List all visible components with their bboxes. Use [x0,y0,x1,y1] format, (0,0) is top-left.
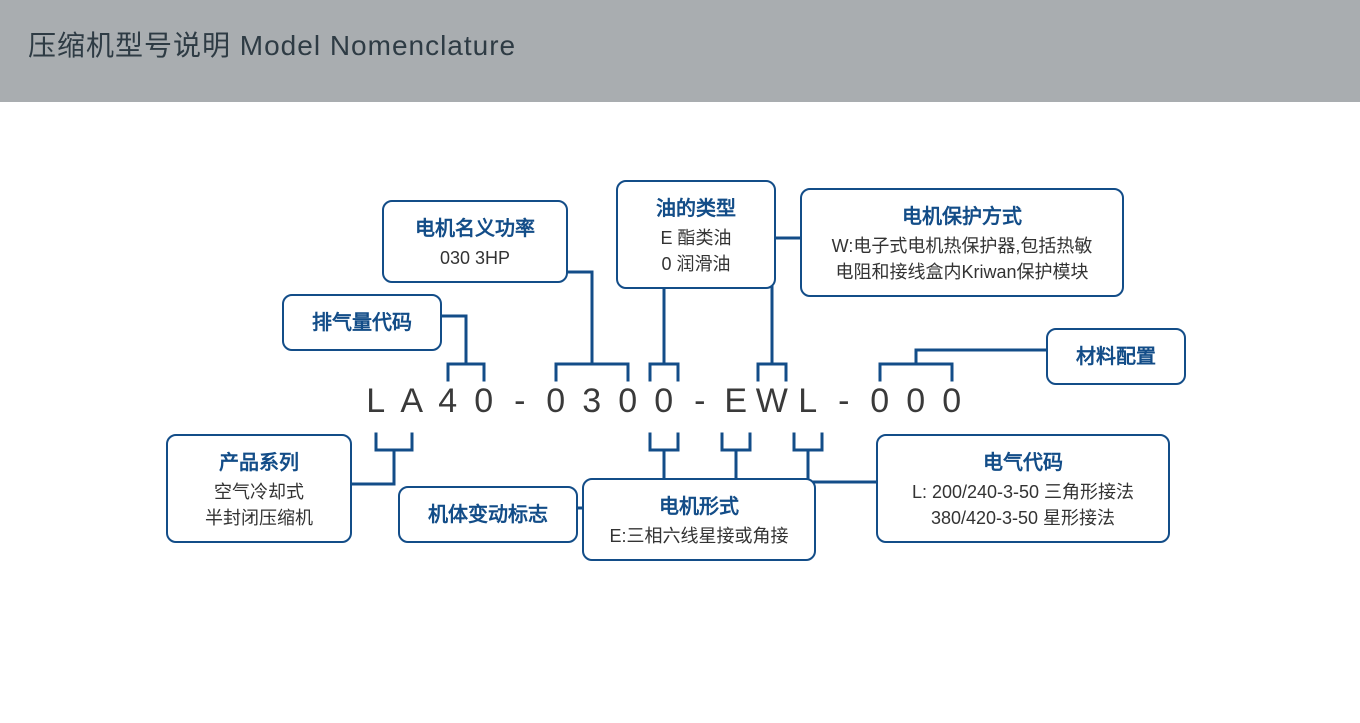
box-oil-type: 油的类型 E 酯类油 0 润滑油 [616,180,776,289]
box-body: 空气冷却式 半封闭压缩机 [184,479,334,531]
box-title: 材料配置 [1064,340,1168,369]
model-char-4: - [502,382,538,421]
model-char-8: 0 [646,382,682,421]
model-char-5: 0 [538,382,574,421]
box-body: L: 200/240-3-50 三角形接法 380/420-3-50 星形接法 [894,479,1152,531]
model-char-10: E [718,382,754,421]
model-char-15: 0 [898,382,934,421]
model-char-1: A [394,382,430,421]
model-char-3: 0 [466,382,502,421]
model-char-6: 3 [574,382,610,421]
model-char-13: - [826,382,862,421]
box-electrical-code: 电气代码 L: 200/240-3-50 三角形接法 380/420-3-50 星… [876,434,1170,543]
box-displacement-code: 排气量代码 [282,294,442,351]
box-body-variation: 机体变动标志 [398,486,578,543]
box-title: 电机名义功率 [400,212,550,241]
header-bar: 压缩机型号说明 Model Nomenclature [0,0,1360,102]
box-title: 排气量代码 [300,306,424,335]
nomenclature-diagram: LA40-0300-EWL-000 产品系列空气冷却式 半封闭压缩机排气量代码电… [0,102,1360,722]
box-motor-protection: 电机保护方式 W:电子式电机热保护器,包括热敏 电阻和接线盒内Kriwan保护模块 [800,188,1124,297]
box-title: 机体变动标志 [416,498,560,527]
box-product-series: 产品系列空气冷却式 半封闭压缩机 [166,434,352,543]
model-char-16: 0 [934,382,970,421]
box-title: 电机形式 [600,490,798,519]
box-material-config: 材料配置 [1046,328,1186,385]
box-nominal-power: 电机名义功率 030 3HP [382,200,568,283]
model-char-2: 4 [430,382,466,421]
box-body: 030 3HP [400,245,550,271]
model-char-11: W [754,382,790,421]
box-body: E:三相六线星接或角接 [600,523,798,549]
page-title: 压缩机型号说明 Model Nomenclature [28,24,1332,64]
model-char-12: L [790,382,826,421]
box-body: W:电子式电机热保护器,包括热敏 电阻和接线盒内Kriwan保护模块 [818,233,1106,285]
model-char-0: L [358,382,394,421]
model-char-7: 0 [610,382,646,421]
box-title: 电气代码 [894,446,1152,475]
model-char-14: 0 [862,382,898,421]
box-title: 油的类型 [634,192,758,221]
box-title: 电机保护方式 [818,200,1106,229]
model-char-9: - [682,382,718,421]
box-title: 产品系列 [184,446,334,475]
model-code-row: LA40-0300-EWL-000 [0,382,1360,422]
box-motor-form: 电机形式 E:三相六线星接或角接 [582,478,816,561]
box-body: E 酯类油 0 润滑油 [634,225,758,277]
